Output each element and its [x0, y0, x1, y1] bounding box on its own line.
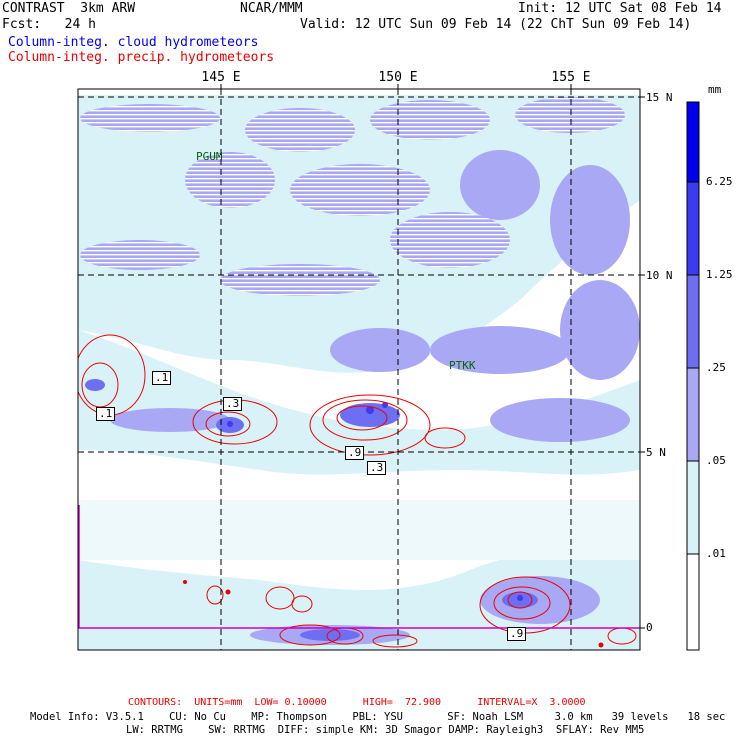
- cloud-cell-mid1: [290, 164, 430, 216]
- contour-label: .3: [223, 397, 243, 411]
- precip-contour-c-inner: [336, 405, 388, 431]
- precip-contour-s2-c: [372, 634, 418, 648]
- precip-max-1: [366, 406, 374, 414]
- lon-label-155: 155 E: [551, 70, 591, 85]
- colorbar-label: .05: [706, 454, 726, 467]
- map-frame: [77, 88, 641, 651]
- lon-label-145: 145 E: [201, 70, 241, 85]
- colorbar-label: .01: [706, 547, 726, 560]
- contour-label: .1: [96, 407, 116, 421]
- precip-contour-c-east: [424, 427, 466, 449]
- station-pgum: PGUM: [196, 150, 223, 163]
- cloud-cell-sw: [110, 408, 230, 432]
- precip-contour-s2-a: [279, 624, 341, 646]
- graticule: [78, 89, 640, 650]
- init-time: Init: 12 UTC Sat 08 Feb 14: [518, 1, 722, 16]
- lat-label-10n: 10 N: [646, 269, 673, 282]
- precip-core-s2: [300, 629, 360, 641]
- precip-contour-c-mid: [322, 399, 408, 441]
- contours-info: CONTOURS: UNITS=mm LOW= 0.10000 HIGH= 72…: [128, 697, 586, 708]
- organization-label: NCAR/MMM: [240, 1, 303, 16]
- precip-core-w1: [85, 379, 105, 391]
- precip-dot-1: [183, 580, 187, 584]
- contour-label: .1: [152, 371, 172, 385]
- precip-dot-3: [598, 642, 604, 648]
- colorbar-swatch-1: [687, 182, 699, 275]
- lon-label-150: 150 E: [378, 70, 418, 85]
- precip-max-2: [382, 402, 388, 408]
- clear-band: [78, 500, 640, 560]
- cloud-cell-ptkk-b: [430, 326, 570, 374]
- lat-label-0: 0: [646, 621, 653, 634]
- cloud-field-title: Column-integ. cloud hydrometeors: [8, 35, 259, 50]
- lat-label-5n: 5 N: [646, 446, 666, 459]
- valid-time: Valid: 12 UTC Sun 09 Feb 14 (22 ChT Sun …: [300, 17, 692, 32]
- cloud-cell-se: [490, 398, 630, 442]
- colorbar-swatch-3: [687, 368, 699, 461]
- colorbar-label: 6.25: [706, 175, 733, 188]
- contour-label: .9: [507, 627, 527, 641]
- precip-dot-2: [225, 589, 231, 595]
- station-ptkk: PTKK: [449, 359, 476, 372]
- light-cloud-band-south: [78, 551, 640, 650]
- model-info-line-2: LW: RRTMG SW: RRTMG DIFF: simple KM: 3D …: [126, 724, 645, 736]
- colorbar-unit: mm: [708, 83, 722, 96]
- precip-contour-c-outer: [309, 394, 431, 456]
- precip-core-c: [340, 403, 400, 427]
- precip-contour-s3-c: [291, 595, 313, 613]
- cloud-cell-s1: [480, 576, 600, 624]
- colorbar-label: 1.25: [706, 268, 733, 281]
- precip-contour-w2-inner: [205, 411, 251, 437]
- colorbar-swatch-5: [687, 554, 699, 650]
- contour-label: .9: [345, 446, 365, 460]
- cloud-cell-mid4: [390, 212, 510, 268]
- precip-max-4: [227, 421, 233, 427]
- precip-contour-s3-a: [206, 585, 224, 605]
- cloud-cell-west: [80, 240, 200, 270]
- cloud-cell-east: [560, 280, 640, 380]
- colorbar: [686, 101, 700, 651]
- cloud-cell-n1: [245, 108, 355, 152]
- cloud-cell-center: [220, 264, 380, 296]
- lat-label-15n: 15 N: [646, 91, 673, 104]
- precip-field-title: Column-integ. precip. hydrometeors: [8, 50, 275, 65]
- cloud-cell-mid3: [550, 165, 630, 275]
- colorbar-frame: [686, 101, 700, 651]
- model-title: CONTRAST 3km ARW: [2, 1, 136, 16]
- cloud-cell-ne: [515, 97, 625, 133]
- cloud-cell-n2: [370, 100, 490, 140]
- colorbar-swatch-2: [687, 275, 699, 368]
- contour-label: .3: [367, 461, 387, 475]
- light-cloud-band-middle: [78, 330, 640, 475]
- forecast-hour: Fcst: 24 h: [2, 17, 96, 32]
- precip-contour-s3-b: [265, 586, 295, 610]
- model-info-line-1: Model Info: V3.5.1 CU: No Cu MP: Thompso…: [30, 711, 726, 723]
- precip-contour-s-inner: [507, 591, 533, 609]
- precip-contour-s-mid: [493, 586, 551, 620]
- cloud-cell-mid2: [460, 150, 540, 220]
- colorbar-swatch-4: [687, 461, 699, 554]
- colorbar-swatch-0: [687, 102, 699, 182]
- cloud-cell-ptkk-a: [330, 328, 430, 372]
- cloud-cell-nw: [80, 104, 220, 132]
- cloud-cell-guam: [185, 152, 275, 208]
- colorbar-label: .25: [706, 361, 726, 374]
- precip-max-3: [517, 595, 523, 601]
